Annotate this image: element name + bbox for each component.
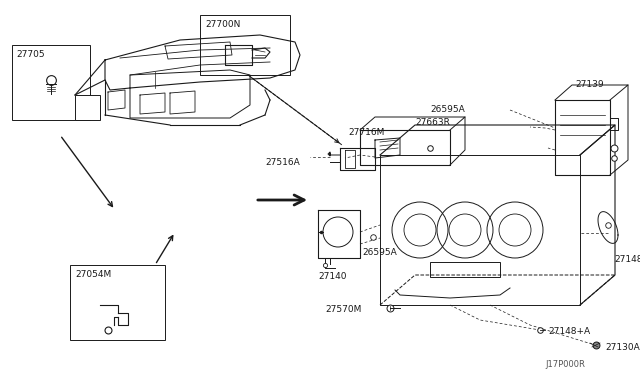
Text: 27716M: 27716M (348, 128, 385, 137)
Text: 27516A: 27516A (265, 158, 300, 167)
Text: 27700N: 27700N (205, 20, 241, 29)
Text: 27054M: 27054M (75, 270, 111, 279)
Text: 27130A: 27130A (605, 343, 640, 352)
Text: 26595A: 26595A (362, 248, 397, 257)
Text: J17P000R: J17P000R (545, 360, 585, 369)
Bar (75, 95, 100, 120)
Text: 27148: 27148 (614, 255, 640, 264)
Text: 27140: 27140 (318, 272, 346, 281)
Text: 26595A: 26595A (430, 105, 465, 114)
Text: 27570M: 27570M (325, 305, 362, 314)
Text: 27148+A: 27148+A (548, 327, 590, 336)
Bar (12, 45, 90, 120)
Bar (430, 262, 500, 277)
Bar (380, 155, 580, 305)
Text: 27139: 27139 (575, 80, 604, 89)
Bar (200, 15, 290, 75)
Text: 27663R: 27663R (415, 118, 450, 127)
Bar (70, 265, 165, 340)
Text: 27705: 27705 (16, 50, 45, 59)
